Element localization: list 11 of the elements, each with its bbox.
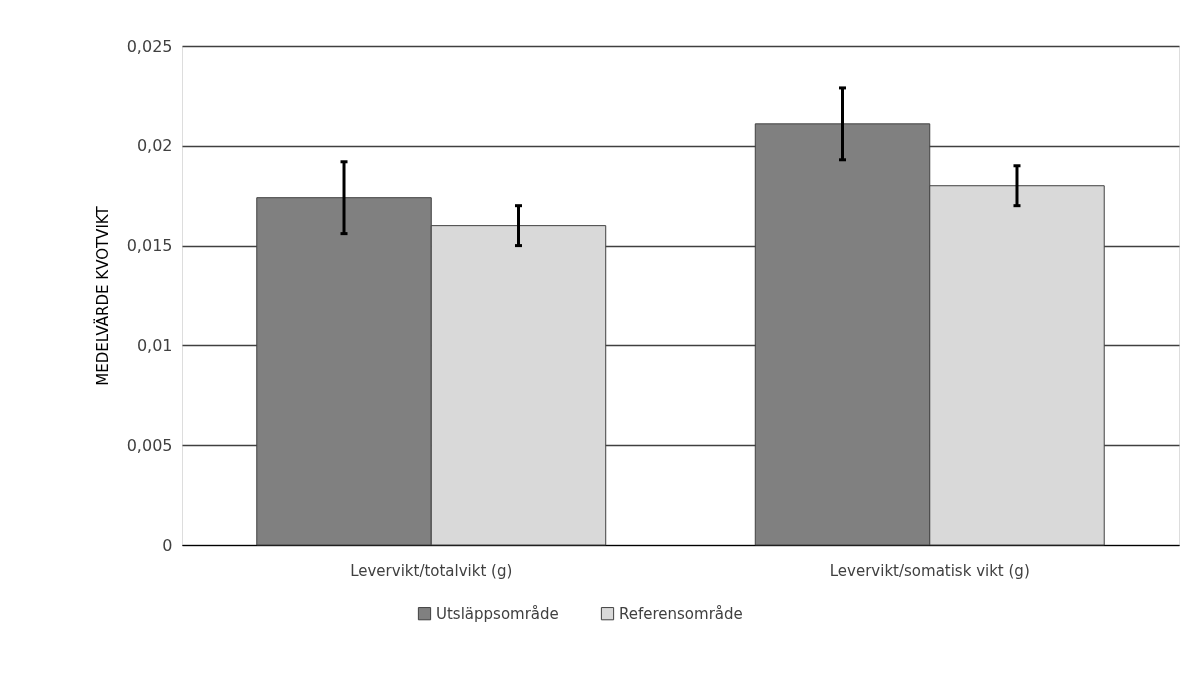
legend-label: Utsläppsområde — [436, 604, 559, 623]
y-tick-label: 0,015 — [126, 236, 173, 256]
x-tick-label: Levervikt/totalvikt (g) — [350, 561, 513, 580]
y-tick-label: 0 — [162, 535, 173, 555]
y-tick-label: 0,02 — [136, 136, 173, 156]
legend-label: Referensområde — [619, 604, 743, 623]
y-tick-label: 0,025 — [126, 36, 173, 56]
y-tick-label: 0,005 — [126, 435, 173, 455]
y-tick-label: 0,01 — [136, 335, 173, 355]
x-tick-label: Levervikt/somatisk vikt (g) — [829, 561, 1030, 580]
y-axis-title: MEDELVÄRDE KVOTVIKT — [92, 205, 112, 386]
